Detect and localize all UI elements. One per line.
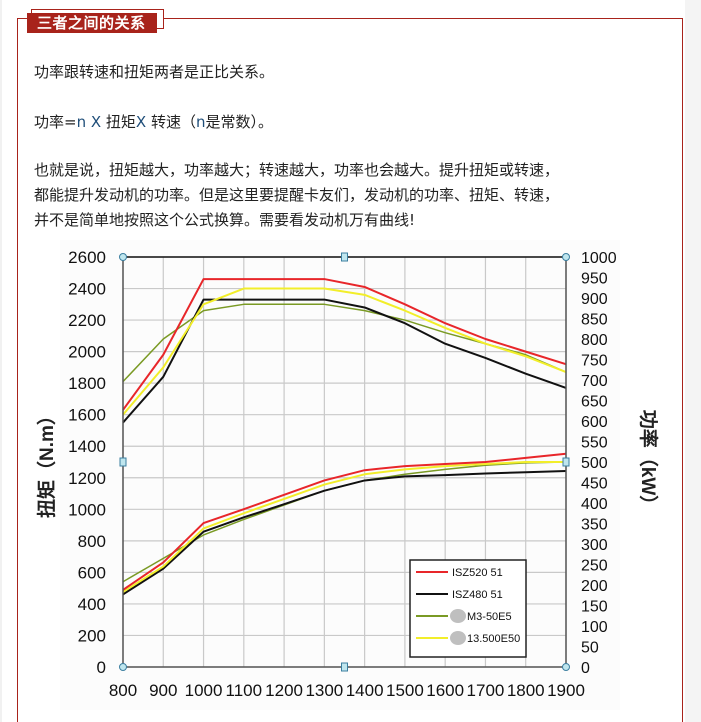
x-tick-label: 1500: [386, 681, 424, 700]
formula-times: X: [135, 113, 147, 131]
section-frame-right: [682, 18, 683, 722]
legend-blur-mask: [450, 609, 466, 623]
legend-label: 13.500E50: [467, 633, 520, 645]
y-tick-label-left: 0: [97, 658, 106, 677]
y-tick-label-right: 150: [581, 599, 608, 616]
paragraph-proportional: 功率跟转速和扭矩两者是正比关系。: [34, 63, 275, 81]
x-tick-label: 1000: [185, 681, 223, 700]
y-tick-label-right: 450: [581, 476, 608, 493]
y-tick-label-left: 1600: [68, 406, 106, 425]
y-tick-label-right: 0: [581, 660, 590, 677]
chart-background: [60, 240, 620, 710]
formula-times: X: [86, 113, 106, 131]
x-tick-label: 1200: [265, 681, 303, 700]
paragraph-line: 都能提升发动机的功率。但是这里要提醒卡友们，发动机的功率、扭矩、转速，: [34, 186, 560, 204]
x-tick-label: 1300: [305, 681, 343, 700]
x-tick-label: 1400: [346, 681, 384, 700]
y-tick-label-right: 550: [581, 435, 608, 452]
y-tick-label-right: 500: [581, 455, 608, 472]
y-tick-label-right: 900: [581, 291, 608, 308]
legend-box: [409, 559, 527, 658]
engine-curve-chart: 800 900 1000 1100 1200 1300 1400 1500 1600 1700 18…: [20, 240, 680, 710]
formula-n: n: [76, 113, 87, 131]
legend-label: ISZ520 51: [452, 567, 503, 579]
torque-line-3: [122, 287, 567, 416]
resize-handle-side[interactable]: [341, 252, 348, 262]
section-title: 三者之间的关系: [27, 13, 157, 33]
chart-svg: 800 900 1000 1100 1200 1300 1400 1500 1600 1700 18…: [35, 240, 660, 710]
paragraph-line: 也就是说，扭矩越大，功率越大；转速越大，功率也会越大。提升扭矩或转速，: [34, 161, 560, 179]
x-tick-label: 1700: [467, 681, 505, 700]
y-tick-label-left: 2200: [68, 311, 106, 330]
x-tick-label: 1900: [547, 681, 585, 700]
y-tick-label-left: 800: [78, 532, 106, 551]
resize-handle-corner[interactable]: [119, 253, 127, 261]
formula-text: 转速（: [146, 113, 196, 131]
y-tick-label-left: 200: [78, 626, 106, 645]
y-tick-label-right: 950: [581, 271, 608, 288]
y-tick-label-left: 400: [78, 595, 106, 614]
chart-series: [122, 278, 567, 596]
x-tick-label: 1100: [226, 681, 263, 700]
y-axis-label-left: 扭矩（N.m）: [35, 406, 58, 518]
paragraph-line: 并不是简单地按照这个公式换算。需要看发动机万有曲线!: [34, 211, 416, 229]
y-tick-label-left: 1200: [68, 469, 106, 488]
legend-blur-mask: [450, 631, 466, 645]
y-tick-label-left: 1400: [68, 437, 106, 456]
power-line-1: [122, 470, 567, 596]
section-frame-top: [17, 18, 683, 19]
resize-handle-side[interactable]: [119, 457, 127, 467]
resize-handle-side[interactable]: [562, 457, 570, 467]
x-tick-label: 1800: [507, 681, 545, 700]
y-tick-label-right: 650: [581, 394, 608, 411]
y-tick-label-left: 2000: [68, 343, 106, 362]
y-tick-label-left: 1800: [68, 374, 106, 393]
torque-line-1: [122, 298, 567, 424]
left-edge-strip: [0, 0, 2, 722]
right-edge-strip: [685, 0, 701, 722]
legend-label: ISZ480 51: [452, 589, 503, 601]
formula-n: n: [195, 113, 206, 131]
resize-handle-side[interactable]: [341, 662, 348, 672]
power-line-3: [122, 461, 566, 593]
x-tick-label: 1600: [426, 681, 464, 700]
x-tick-label: 900: [149, 681, 177, 700]
y-tick-label-right: 700: [581, 373, 608, 390]
resize-handle-corner[interactable]: [562, 663, 570, 671]
y-tick-label-right: 800: [581, 332, 608, 349]
y-tick-label-right: 300: [581, 537, 608, 554]
y-tick-label-left: 2400: [68, 280, 106, 299]
y-tick-label-right: 200: [581, 578, 608, 595]
formula-text: 功率=: [34, 113, 77, 131]
chart-ticks: 800 900 1000 1100 1200 1300 1400 1500 1600 1700 18…: [68, 248, 617, 700]
chart-axes: [119, 252, 570, 672]
resize-handle-corner[interactable]: [562, 253, 570, 261]
y-axis-label-right: 功率（kW）: [637, 410, 660, 515]
y-tick-label-right: 350: [581, 517, 608, 534]
section-frame-left: [17, 18, 18, 722]
power-line-0: [122, 452, 567, 591]
y-tick-label-right: 600: [581, 414, 608, 431]
y-tick-label-right: 100: [581, 619, 608, 636]
paragraph-formula: 功率=n X 扭矩X 转速（n是常数）。: [34, 110, 273, 135]
formula-text: 扭矩: [105, 113, 136, 131]
x-tick-label: 800: [109, 681, 137, 700]
legend-label: M3-50E5: [467, 611, 512, 623]
paragraph-explanation: 也就是说，扭矩越大，功率越大；转速越大，功率也会越大。提升扭矩或转速， 都能提升…: [34, 158, 559, 233]
y-tick-label-right: 50: [581, 640, 599, 657]
y-tick-label-right: 750: [581, 353, 608, 370]
resize-handle-corner[interactable]: [119, 663, 127, 671]
y-tick-label-left: 2600: [68, 248, 106, 267]
y-tick-label-right: 250: [581, 558, 608, 575]
y-tick-label-right: 400: [581, 496, 608, 513]
y-tick-label-right: 850: [581, 312, 608, 329]
y-tick-label-right: 1000: [581, 250, 617, 267]
torque-line-0: [122, 278, 567, 411]
chart-legend: ISZ520 51 ISZ480 51 M3-50E5 13.500E50: [409, 559, 527, 658]
formula-text: 是常数）。: [205, 113, 274, 131]
y-tick-label-left: 600: [78, 563, 106, 582]
y-tick-label-left: 1000: [68, 500, 106, 519]
